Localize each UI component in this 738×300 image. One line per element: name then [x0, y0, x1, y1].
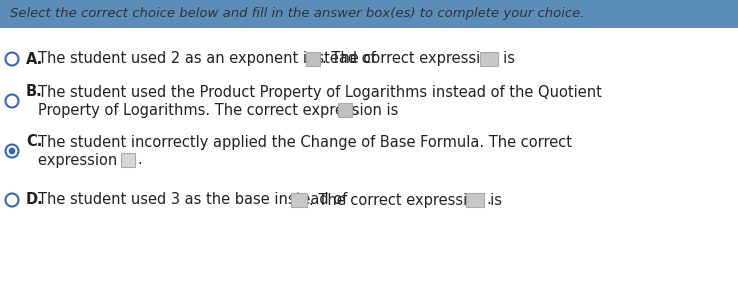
Text: . The correct expression is: . The correct expression is	[309, 193, 502, 208]
Text: . The correct expression is: . The correct expression is	[322, 52, 515, 67]
Text: .: .	[354, 103, 359, 118]
Text: .: .	[486, 193, 491, 208]
FancyBboxPatch shape	[121, 153, 135, 167]
Text: Property of Logarithms. The correct expression is: Property of Logarithms. The correct expr…	[38, 103, 399, 118]
FancyBboxPatch shape	[480, 52, 498, 66]
Text: B.: B.	[26, 85, 43, 100]
Text: C.: C.	[26, 134, 42, 149]
Text: The student used 3 as the base instead of: The student used 3 as the base instead o…	[38, 193, 348, 208]
Bar	[0, 0, 738, 28]
Text: The student incorrectly applied the Change of Base Formula. The correct: The student incorrectly applied the Chan…	[38, 134, 572, 149]
FancyBboxPatch shape	[306, 52, 320, 66]
Circle shape	[9, 148, 15, 154]
FancyBboxPatch shape	[466, 193, 484, 207]
Text: .: .	[137, 152, 142, 167]
Text: The student used the Product Property of Logarithms instead of the Quotient: The student used the Product Property of…	[38, 85, 602, 100]
Text: D.: D.	[26, 193, 44, 208]
Text: expression is: expression is	[38, 152, 134, 167]
Text: The student used 2 as an exponent instead of: The student used 2 as an exponent instea…	[38, 52, 376, 67]
FancyBboxPatch shape	[291, 193, 307, 207]
Text: A.: A.	[26, 52, 44, 67]
FancyBboxPatch shape	[338, 103, 352, 117]
Text: Select the correct choice below and fill in the answer box(es) to complete your : Select the correct choice below and fill…	[10, 8, 584, 20]
